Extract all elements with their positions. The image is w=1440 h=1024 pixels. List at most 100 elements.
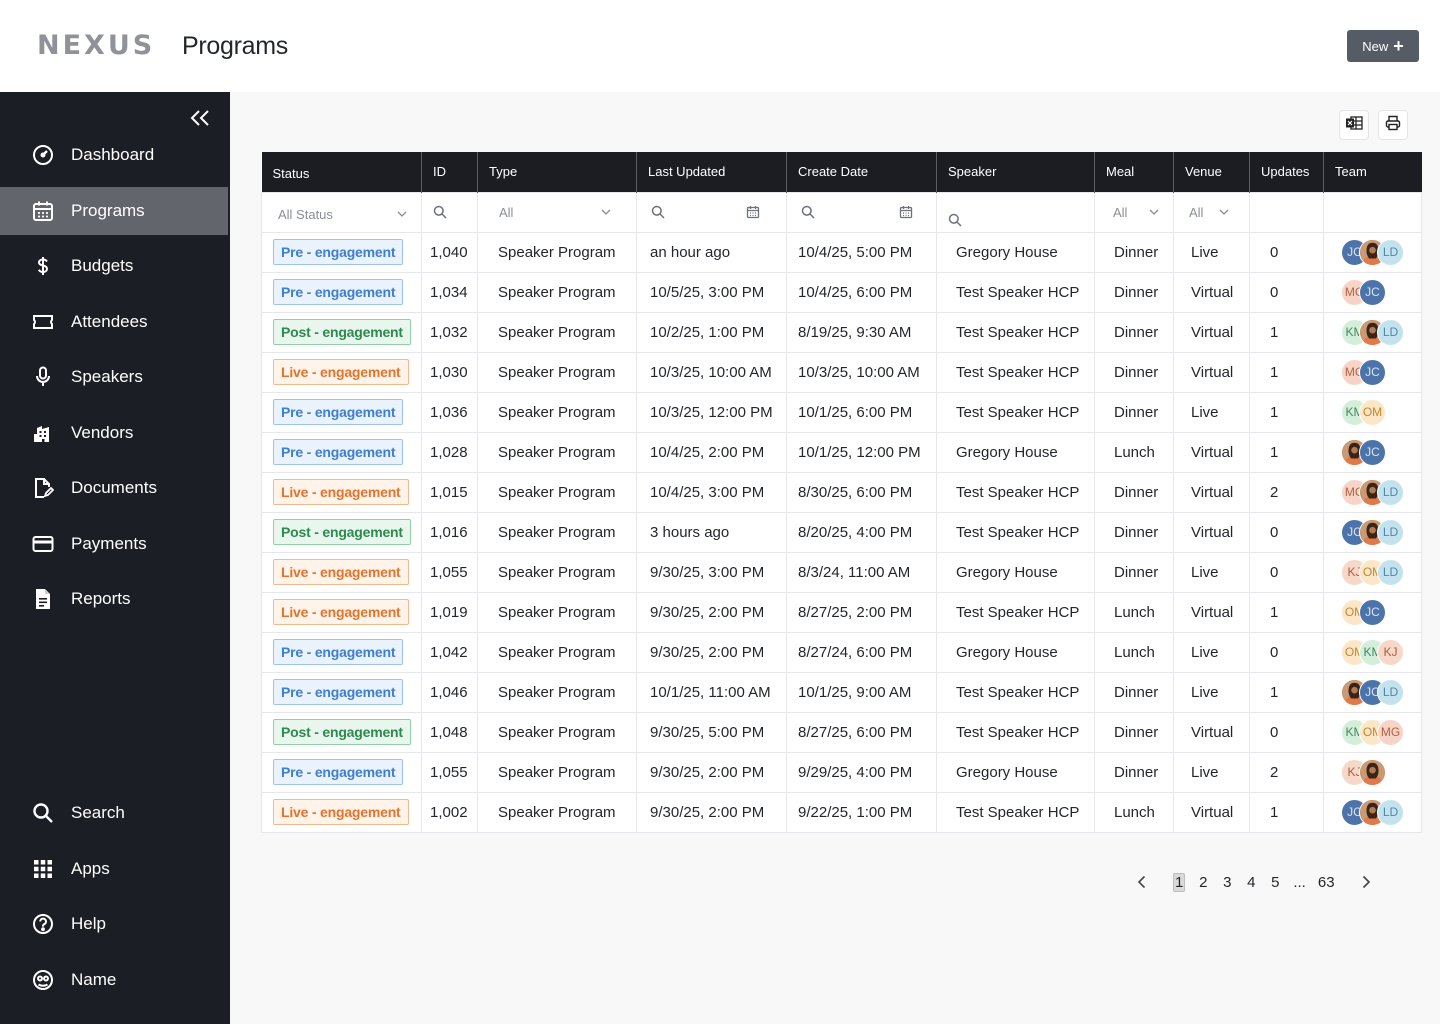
column-header-meal[interactable]: Meal [1094, 152, 1174, 192]
last-updated-cell: 9/30/25, 2:00 PM [636, 751, 787, 793]
sidebar-item-payments[interactable]: Payments [0, 520, 228, 568]
column-header-create-date[interactable]: Create Date [786, 152, 937, 192]
chevron-down-icon [1149, 206, 1159, 218]
sidebar-item-attendees[interactable]: Attendees [0, 298, 228, 346]
venue-filter[interactable]: All [1173, 191, 1250, 233]
team-cell: KM OM [1323, 391, 1422, 433]
table-row[interactable]: Pre - engagement 1,046 Speaker Program 10/1… [261, 671, 1422, 713]
speaker-filter[interactable] [936, 191, 1095, 233]
avatar[interactable]: JC [1359, 358, 1386, 386]
sidebar-item-reports[interactable]: Reports [0, 575, 228, 623]
page-1[interactable]: 1 [1173, 872, 1186, 892]
avatar[interactable]: LD [1377, 238, 1404, 266]
speaker-cell: Gregory House [936, 751, 1095, 793]
avatar[interactable]: LD [1377, 558, 1404, 586]
chevron-left-icon[interactable] [1131, 875, 1153, 889]
table-row[interactable]: Pre - engagement 1,034 Speaker Program 10/5… [261, 271, 1422, 313]
table-row[interactable]: Live - engagement 1,030 Speaker Program 10/… [261, 351, 1422, 393]
avatar[interactable]: LD [1377, 318, 1404, 346]
avatar[interactable]: LD [1377, 518, 1404, 546]
id-filter[interactable] [421, 191, 478, 233]
last-updated-cell: 10/2/25, 1:00 PM [636, 311, 787, 353]
chevron-right-icon[interactable] [1355, 875, 1377, 889]
last-updated-filter[interactable] [636, 191, 787, 233]
page-3[interactable]: 3 [1223, 873, 1232, 891]
avatar-photo[interactable] [1359, 758, 1386, 786]
page-5[interactable]: 5 [1271, 873, 1280, 891]
grid-icon [31, 857, 55, 881]
calendar-icon[interactable] [746, 205, 760, 219]
table-row[interactable]: Post - engagement 1,032 Speaker Program 10/… [261, 311, 1422, 353]
column-header-last-updated[interactable]: Last Updated [636, 152, 787, 192]
status-filter[interactable]: All Status [261, 191, 422, 233]
team-cell: KM OM MG [1323, 711, 1422, 753]
avatar[interactable]: JC [1359, 278, 1386, 306]
sidebar-item-speakers[interactable]: Speakers [0, 353, 228, 401]
sidebar-item-documents[interactable]: Documents [0, 464, 228, 512]
table-row[interactable]: Live - engagement 1,055 Speaker Program 9/3… [261, 551, 1422, 593]
table-row[interactable]: Pre - engagement 1,036 Speaker Program 10/3… [261, 391, 1422, 433]
column-header-status[interactable]: Status [261, 152, 422, 192]
create-date-cell: 8/3/24, 11:00 AM [786, 551, 937, 593]
type-filter[interactable]: All [477, 191, 637, 233]
table-row[interactable]: Live - engagement 1,015 Speaker Program 10/… [261, 471, 1422, 513]
avatar[interactable]: MG [1377, 718, 1404, 746]
sidebar-item-name[interactable]: Name [0, 956, 228, 1004]
avatar[interactable]: LD [1377, 478, 1404, 506]
table-row[interactable]: Live - engagement 1,019 Speaker Program 9/3… [261, 591, 1422, 633]
calendar-icon[interactable] [899, 205, 913, 219]
new-button[interactable]: New + [1347, 30, 1419, 62]
page-4[interactable]: 4 [1247, 873, 1256, 891]
avatar[interactable]: KJ [1377, 638, 1404, 666]
table-row[interactable]: Live - engagement 1,002 Speaker Program 9/3… [261, 791, 1422, 833]
status-cell: Live - engagement [261, 471, 422, 513]
column-header-id[interactable]: ID [421, 152, 478, 192]
column-header-updates[interactable]: Updates [1249, 152, 1324, 192]
venue-cell: Virtual [1173, 471, 1250, 513]
sidebar-item-help[interactable]: Help [0, 900, 228, 948]
last-updated-cell: 9/30/25, 2:00 PM [636, 631, 787, 673]
table-row[interactable]: Post - engagement 1,048 Speaker Program 9/3… [261, 711, 1422, 753]
type-cell: Speaker Program [477, 711, 637, 753]
sidebar-item-vendors[interactable]: Vendors [0, 409, 228, 457]
column-header-team[interactable]: Team [1323, 152, 1422, 192]
avatar[interactable]: OM [1359, 398, 1386, 426]
export-excel-button[interactable] [1339, 110, 1369, 140]
speaker-cell: Test Speaker HCP [936, 711, 1095, 753]
avatar[interactable]: JC [1359, 598, 1386, 626]
avatar[interactable]: JC [1359, 438, 1386, 466]
last-updated-cell: 3 hours ago [636, 511, 787, 553]
avatar[interactable]: LD [1377, 798, 1404, 826]
create-date-cell: 8/19/25, 9:30 AM [786, 311, 937, 353]
sidebar-item-budgets[interactable]: Budgets [0, 242, 228, 290]
meal-filter[interactable]: All [1094, 191, 1174, 233]
table-row[interactable]: Post - engagement 1,016 Speaker Program 3 h… [261, 511, 1422, 553]
page-63[interactable]: 63 [1317, 873, 1335, 891]
credit-card-icon [31, 532, 55, 556]
column-header-type[interactable]: Type [477, 152, 637, 192]
sidebar-item-dashboard[interactable]: Dashboard [0, 131, 228, 179]
app-header: NEXUS Programs New + [0, 0, 1440, 92]
table-row[interactable]: Pre - engagement 1,042 Speaker Program 9/30… [261, 631, 1422, 673]
table-row[interactable]: Pre - engagement 1,040 Speaker Program an h… [261, 231, 1422, 273]
double-chevron-left-icon[interactable] [188, 108, 212, 128]
updates-cell: 0 [1249, 271, 1324, 313]
updates-cell: 0 [1249, 511, 1324, 553]
speaker-cell: Test Speaker HCP [936, 671, 1095, 713]
status-badge: Live - engagement [273, 599, 409, 625]
sidebar-item-search[interactable]: Search [0, 789, 228, 837]
table-row[interactable]: Pre - engagement 1,028 Speaker Program 10/4… [261, 431, 1422, 473]
column-header-venue[interactable]: Venue [1173, 152, 1250, 192]
avatar[interactable]: LD [1377, 678, 1404, 706]
sidebar-item-programs[interactable]: Programs [0, 186, 228, 235]
column-header-speaker[interactable]: Speaker [936, 152, 1095, 192]
avatar-photo[interactable] [1359, 518, 1386, 546]
create-date-cell: 8/27/24, 6:00 PM [786, 631, 937, 673]
print-button[interactable] [1378, 110, 1408, 140]
table-row[interactable]: Pre - engagement 1,055 Speaker Program 9/30… [261, 751, 1422, 793]
page-2[interactable]: 2 [1199, 873, 1208, 891]
create-date-filter[interactable] [786, 191, 937, 233]
create-date-cell: 10/1/25, 9:00 AM [786, 671, 937, 713]
sidebar-item-apps[interactable]: Apps [0, 845, 228, 893]
team-avatars: KM OM [1337, 398, 1421, 426]
